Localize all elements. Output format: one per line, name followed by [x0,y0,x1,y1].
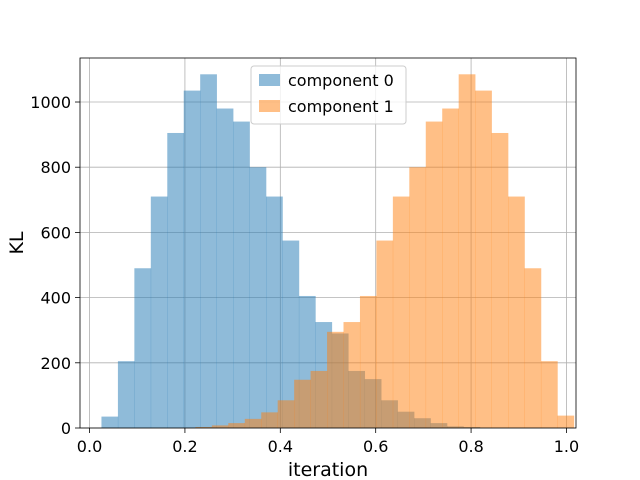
histogram-bar [101,416,119,428]
x-axis-ticks: 0.0 0.2 0.4 0.6 0.8 1.0 [77,428,579,456]
legend: component 0 component 1 [250,65,407,125]
histogram-bar [409,167,427,429]
y-axis-label: KL [6,231,28,254]
histogram-bar [343,322,361,428]
histogram-bar [475,90,492,428]
legend-label-component-1: component 1 [288,97,394,116]
histogram-bar [327,331,344,428]
legend-swatch-component-1 [259,100,280,112]
x-tick-label: 0.6 [363,437,388,456]
histogram-bar [134,268,152,428]
histogram-bar [211,425,229,428]
histogram-bar [294,379,311,428]
y-tick-label: 600 [40,223,71,242]
histogram-bar [117,361,135,428]
histogram-bar [392,196,410,428]
histogram-bar [200,74,217,428]
histogram-bar [557,415,575,428]
plot-frame [79,57,577,429]
component-1-bars [195,74,575,429]
y-tick-label: 400 [40,289,71,308]
histogram-bar [310,370,328,428]
histogram-bar [442,108,459,429]
histogram-bar [228,423,246,428]
histogram-bar [277,400,295,428]
histogram-bar [249,167,267,429]
histogram-bar [458,74,476,428]
histogram-bar [425,121,443,428]
x-tick-label: 0.4 [268,437,293,456]
histogram-bar [540,361,558,428]
histogram-bar [524,268,542,428]
histogram-bar [183,90,201,428]
legend-box [250,65,407,125]
y-tick-label: 1000 [30,93,71,112]
y-axis-ticks: 0 200 400 600 800 1000 [30,93,80,438]
histogram-bar [266,196,283,428]
histogram-bar [233,121,250,428]
x-tick-label: 0.2 [172,437,197,456]
histogram-bar [195,427,213,428]
x-tick-label: 1.0 [554,437,579,456]
histogram-bar [261,412,278,428]
histogram-bar [491,132,509,428]
legend-swatch-component-0 [259,74,280,86]
y-tick-label: 800 [40,158,71,177]
x-tick-label: 0.8 [458,437,483,456]
histogram-bar [216,108,234,429]
x-axis-label: iteration [288,459,368,480]
histogram-bar [359,295,377,428]
histogram-bar [376,240,394,428]
histogram-bar [150,196,168,428]
histogram-bar [508,196,525,428]
x-tick-label: 0.0 [77,437,102,456]
histogram-bar [244,418,262,428]
y-tick-label: 200 [40,354,71,373]
y-tick-label: 0 [61,419,71,438]
legend-label-component-0: component 0 [288,71,394,90]
histogram-bar [167,132,185,428]
